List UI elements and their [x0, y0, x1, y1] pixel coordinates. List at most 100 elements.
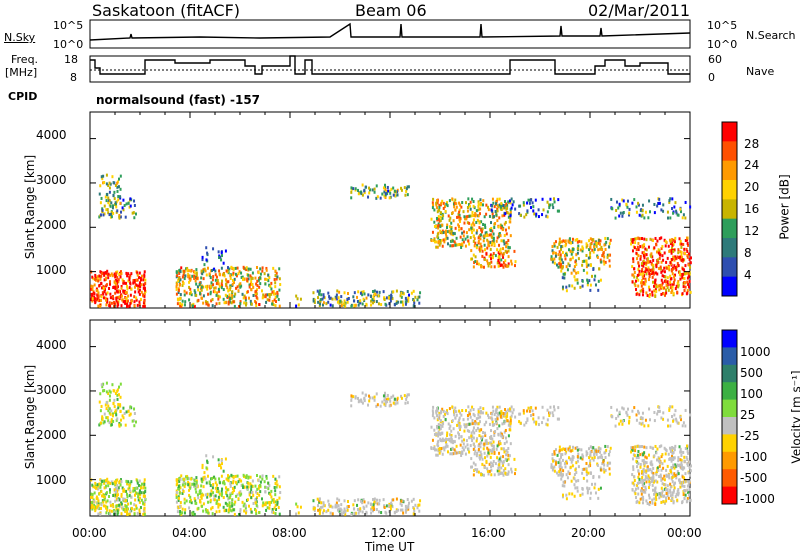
velocity-cell: [265, 476, 268, 480]
velocity-cell: [112, 419, 115, 423]
velocity-cell: [491, 449, 494, 453]
power-cell: [443, 205, 446, 209]
velocity-cell: [229, 492, 232, 496]
velocity-cell: [618, 422, 621, 426]
colorbar-swatch: [722, 417, 737, 435]
velocity-cell: [252, 501, 255, 505]
power-cell: [673, 258, 676, 262]
power-cell: [491, 241, 494, 245]
power-cell: [108, 199, 111, 203]
velocity-cell: [229, 508, 232, 512]
velocity-cell: [666, 424, 669, 428]
velocity-cell: [269, 492, 272, 496]
velocity-cell: [205, 510, 208, 514]
velocity-cell: [111, 412, 114, 416]
velocity-cell: [188, 488, 191, 492]
power-cell: [562, 261, 565, 265]
velocity-cell: [463, 429, 466, 433]
velocity-cell: [225, 490, 228, 494]
velocity-cell: [116, 478, 119, 482]
power-cell: [347, 296, 350, 300]
power-cell: [372, 296, 375, 300]
power-cell: [631, 280, 634, 284]
velocity-cell: [565, 473, 568, 477]
velocity-cell: [221, 487, 224, 491]
velocity-cell: [142, 501, 145, 505]
power-cell: [105, 182, 108, 186]
velocity-cell: [109, 481, 112, 485]
velocity-cell: [658, 457, 661, 461]
power-cell: [122, 208, 125, 212]
power-cell: [466, 206, 469, 210]
power-cell: [564, 252, 567, 256]
power-cell: [491, 229, 494, 233]
power-cell: [682, 213, 685, 217]
power-cell: [143, 274, 146, 278]
power-cell: [118, 213, 121, 217]
velocity-cell: [670, 454, 673, 458]
power-cell: [232, 271, 235, 275]
velocity-cell: [138, 479, 141, 483]
velocity-cell: [91, 483, 94, 487]
velocity-cell: [509, 416, 512, 420]
freq-label-line1: Freq.: [11, 53, 39, 66]
power-cell: [195, 271, 198, 275]
power-cell: [474, 255, 477, 259]
power-cell: [92, 290, 95, 294]
velocity-cell: [660, 468, 663, 472]
velocity-cell: [371, 396, 374, 400]
power-cell: [604, 236, 607, 240]
power-cell: [570, 241, 573, 245]
velocity-cell: [668, 476, 671, 480]
power-cell: [498, 243, 501, 247]
power-cell: [496, 207, 499, 211]
velocity-cell: [650, 480, 653, 484]
power-cell: [673, 264, 676, 268]
power-cell: [136, 271, 139, 275]
velocity-cell: [383, 402, 386, 406]
velocity-cell: [350, 394, 353, 398]
velocity-cell: [576, 448, 579, 452]
velocity-cell: [592, 446, 595, 450]
velocity-cell: [373, 395, 376, 399]
velocity-cell: [359, 499, 362, 503]
velocity-cell: [510, 470, 513, 474]
velocity-cell: [123, 499, 126, 503]
velocity-cell: [231, 504, 234, 508]
velocity-cell: [357, 511, 360, 515]
power-cell: [200, 287, 203, 291]
power-cell: [115, 210, 118, 214]
power-cell: [436, 206, 439, 210]
velocity-cell: [638, 501, 641, 505]
velocity-cell: [114, 495, 117, 499]
velocity-cell: [631, 446, 634, 450]
velocity-cell: [551, 457, 554, 461]
velocity-cell: [116, 509, 119, 513]
velocity-cell: [126, 495, 129, 499]
power-cell: [372, 299, 375, 303]
power-cell: [102, 174, 105, 178]
power-cell: [363, 292, 366, 296]
velocity-cell: [497, 433, 500, 437]
power-cell: [106, 269, 109, 273]
power-cell: [508, 212, 511, 216]
power-cell: [594, 274, 597, 278]
velocity-cell: [202, 493, 205, 497]
velocity-cell: [645, 471, 648, 475]
power-cell: [95, 289, 98, 293]
power-cell: [568, 284, 571, 288]
power-cell: [492, 240, 495, 244]
colorbar-swatch: [722, 469, 737, 488]
power-cell: [653, 284, 656, 288]
velocity-cell: [431, 438, 434, 442]
power-cell: [200, 276, 203, 280]
power-cell: [395, 289, 398, 293]
power-cell: [250, 280, 253, 284]
velocity-cell: [446, 409, 449, 413]
velocity-cell: [319, 510, 322, 514]
velocity-cell: [574, 468, 577, 472]
power-cell: [312, 299, 315, 303]
power-cell: [486, 238, 489, 242]
power-cell: [678, 272, 681, 276]
power-cell: [487, 240, 490, 244]
